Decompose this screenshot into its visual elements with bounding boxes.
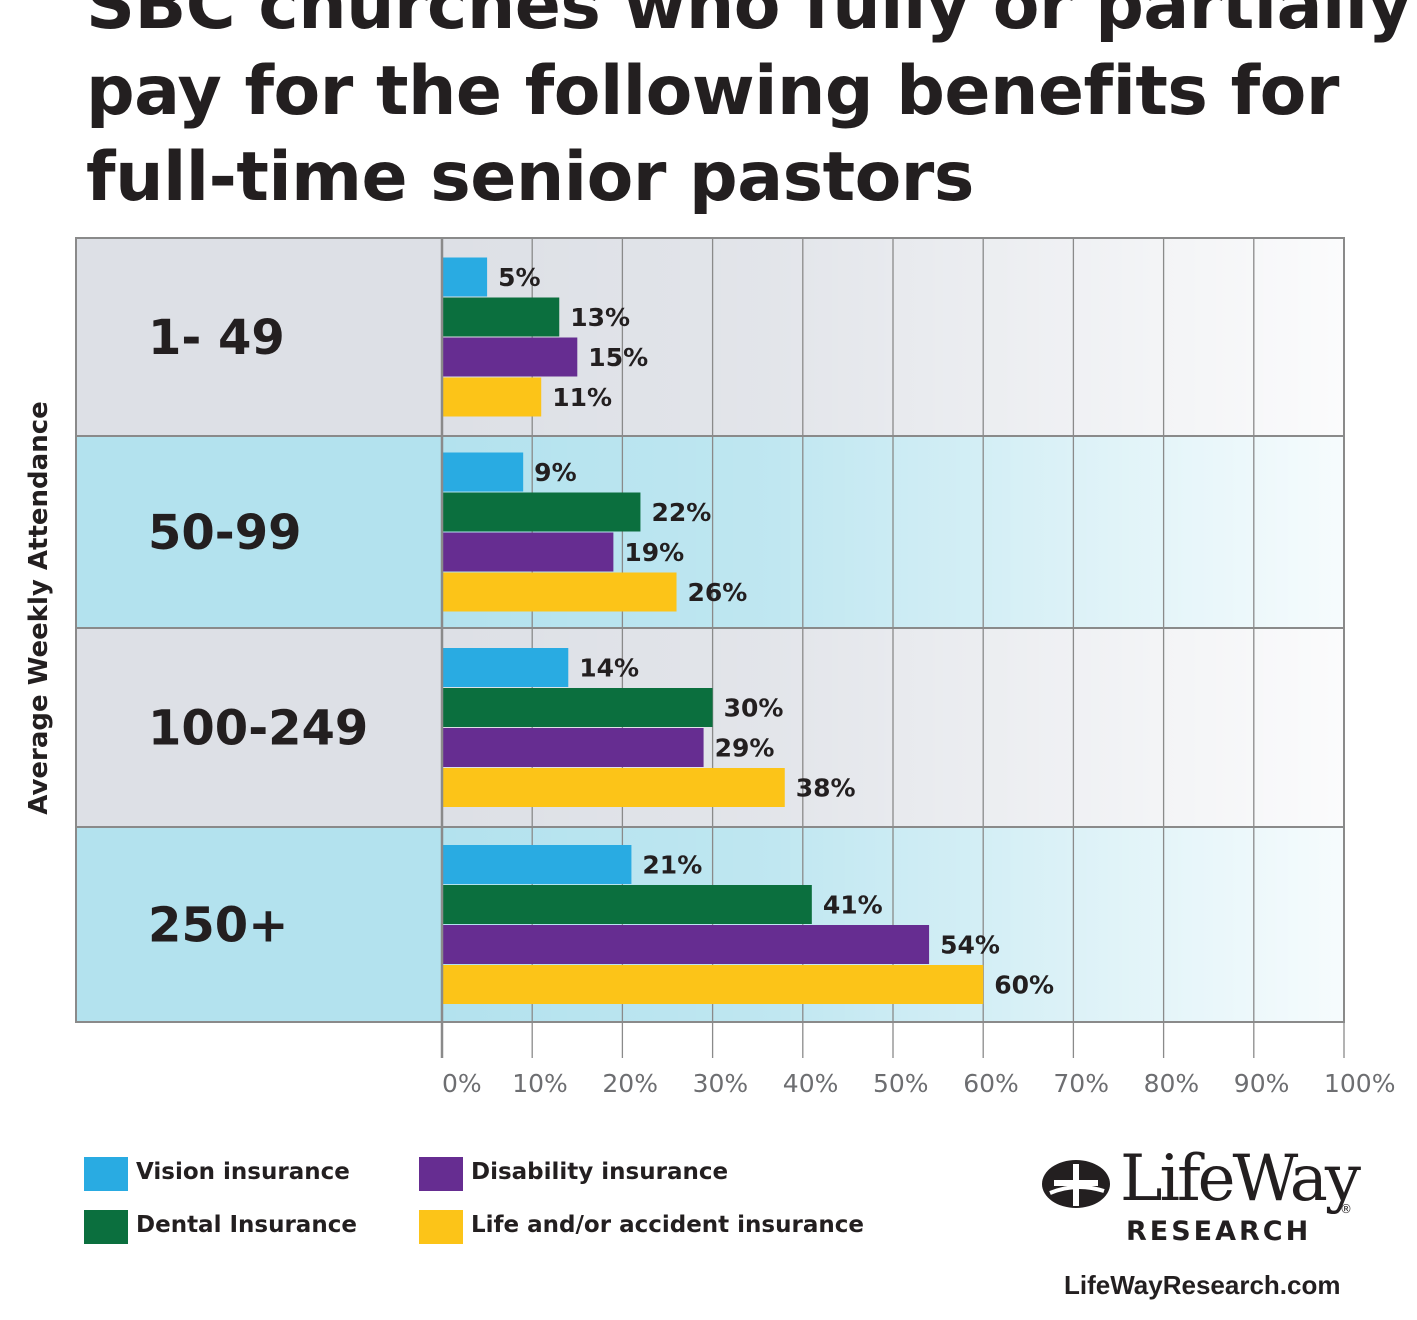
bar-vision-insurance-100-249 — [442, 648, 569, 687]
logo-registered-mark: ® — [1340, 1202, 1352, 1216]
x-tick-label-20: 20% — [602, 1069, 658, 1098]
data-label-life-and-or-accident-insurance-50-99: 26% — [688, 578, 748, 607]
chart-frame — [75, 237, 1345, 1023]
bar-life-and-or-accident-insurance-100-249 — [442, 768, 785, 807]
x-tick-label-0: 0% — [442, 1069, 482, 1098]
data-label-vision-insurance-250: 21% — [642, 851, 702, 880]
x-tick-label-40: 40% — [783, 1069, 839, 1098]
x-tick-label-50: 50% — [873, 1069, 929, 1098]
data-label-vision-insurance-100-249: 14% — [579, 654, 639, 683]
x-tick-label-10: 10% — [512, 1069, 568, 1098]
bar-dental-insurance-250 — [442, 885, 812, 924]
bar-dental-insurance-1-49 — [442, 297, 560, 337]
x-tick-label-100: 100% — [1324, 1069, 1395, 1098]
data-label-life-and-or-accident-insurance-1-49: 11% — [552, 383, 612, 412]
lifeway-cross-icon — [1042, 1160, 1110, 1208]
category-label-1-49: 1- 49 — [148, 310, 285, 366]
data-label-disability-insurance-100-249: 29% — [715, 734, 775, 763]
data-label-vision-insurance-1-49: 5% — [498, 263, 540, 292]
bar-vision-insurance-1-49 — [442, 257, 488, 297]
bar-vision-insurance-250 — [442, 845, 632, 884]
category-label-50-99: 50-99 — [148, 505, 302, 561]
x-tick-label-30: 30% — [693, 1069, 749, 1098]
chart-title-line-1: SBC churches who fully or partially — [86, 0, 1412, 45]
data-label-disability-insurance-250: 54% — [940, 931, 1000, 960]
bar-dental-insurance-100-249 — [442, 688, 713, 727]
bar-life-and-or-accident-insurance-250 — [442, 965, 984, 1004]
data-label-dental-insurance-50-99: 22% — [651, 498, 711, 527]
category-label-100-249: 100-249 — [148, 701, 368, 757]
lifeway-research-logo: LifeWay ® RESEARCH LifeWayResearch.com — [1040, 1142, 1370, 1300]
x-tick-label-60: 60% — [963, 1069, 1019, 1098]
data-label-life-and-or-accident-insurance-100-249: 38% — [796, 774, 856, 803]
y-axis-title: Average Weekly Attendance — [24, 401, 54, 815]
data-label-dental-insurance-100-249: 30% — [724, 694, 784, 723]
chart-title: SBC churches who fully or partially pay … — [86, 0, 1412, 221]
bar-life-and-or-accident-insurance-1-49 — [442, 377, 542, 417]
bar-disability-insurance-1-49 — [442, 337, 578, 377]
logo-wordmark: LifeWay — [1120, 1142, 1361, 1216]
bar-life-and-or-accident-insurance-50-99 — [442, 572, 677, 612]
data-label-disability-insurance-1-49: 15% — [588, 343, 648, 372]
data-label-dental-insurance-250: 41% — [823, 891, 883, 920]
logo-subtitle: RESEARCH — [1126, 1216, 1312, 1247]
x-tick-label-90: 90% — [1234, 1069, 1290, 1098]
data-label-vision-insurance-50-99: 9% — [534, 458, 576, 487]
chart-title-line-2: pay for the following benefits for — [86, 52, 1339, 131]
x-tick-label-80: 80% — [1144, 1069, 1200, 1098]
bar-disability-insurance-100-249 — [442, 728, 704, 767]
bar-disability-insurance-50-99 — [442, 532, 614, 572]
bar-vision-insurance-50-99 — [442, 452, 524, 492]
x-tick-label-70: 70% — [1053, 1069, 1109, 1098]
bar-disability-insurance-250 — [442, 925, 930, 964]
data-label-life-and-or-accident-insurance-250: 60% — [994, 971, 1054, 1000]
bar-dental-insurance-50-99 — [442, 492, 641, 532]
logo-url: LifeWayResearch.com — [1064, 1270, 1341, 1300]
category-label-250: 250+ — [148, 898, 288, 954]
chart-title-line-3: full-time senior pastors — [86, 138, 974, 217]
data-label-disability-insurance-50-99: 19% — [624, 538, 684, 567]
data-label-dental-insurance-1-49: 13% — [570, 303, 630, 332]
